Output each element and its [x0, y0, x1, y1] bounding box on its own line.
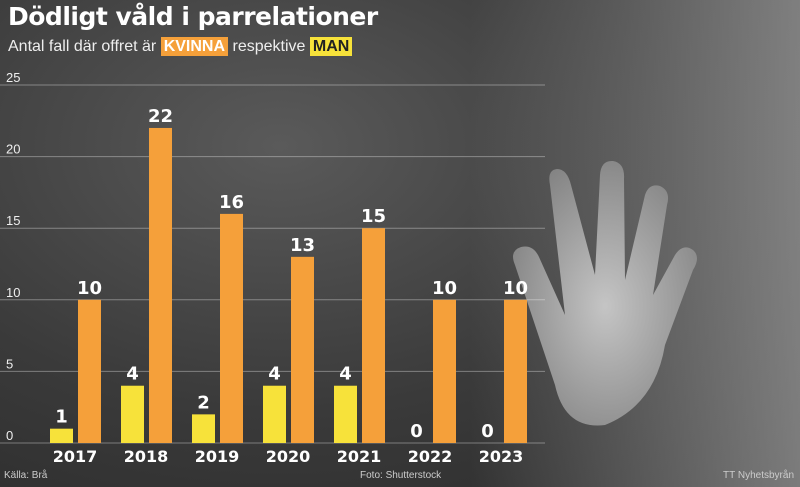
- y-tick-label: 20: [6, 142, 20, 157]
- legend-man: MAN: [309, 37, 353, 56]
- y-tick-label: 0: [6, 428, 13, 443]
- x-tick-label: 2017: [53, 447, 98, 466]
- chart-title: Dödligt våld i parrelationer: [8, 2, 378, 31]
- y-tick-label: 5: [6, 356, 13, 371]
- bar: [149, 127, 172, 444]
- bar: [263, 385, 286, 443]
- x-tick-label: 2020: [266, 447, 311, 466]
- x-tick-label: 2023: [479, 447, 524, 466]
- bar: [50, 428, 73, 443]
- photo-credit: Foto: Shutterstock: [360, 470, 442, 481]
- data-label: 10: [432, 278, 457, 299]
- legend-woman: KVINNA: [160, 37, 229, 56]
- data-label: 0: [410, 421, 423, 442]
- y-tick-label: 25: [6, 70, 20, 85]
- bar: [121, 385, 144, 443]
- y-tick-label: 10: [6, 285, 20, 300]
- data-label: 22: [148, 106, 173, 127]
- data-label: 13: [290, 235, 315, 256]
- hand-photo: [513, 160, 697, 426]
- bar: [192, 414, 215, 443]
- data-label: 10: [77, 278, 102, 299]
- subtitle-middle: respektive: [232, 38, 306, 55]
- data-label: 1: [55, 407, 68, 428]
- data-label: 0: [481, 421, 494, 442]
- bar: [291, 256, 314, 443]
- data-label: 4: [126, 364, 139, 385]
- bar: [362, 228, 385, 443]
- x-tick-label: 2018: [124, 447, 169, 466]
- data-label: 15: [361, 206, 386, 227]
- bar: [334, 385, 357, 443]
- x-tick-label: 2019: [195, 447, 240, 466]
- data-label: 10: [503, 278, 528, 299]
- bar: [504, 299, 527, 443]
- source-note: Källa: Brå: [4, 470, 48, 481]
- data-label: 4: [339, 364, 352, 385]
- bar: [433, 299, 456, 443]
- subtitle-prefix: Antal fall där offret är: [8, 38, 157, 55]
- y-tick-label: 15: [6, 213, 20, 228]
- bar: [78, 299, 101, 443]
- data-label: 16: [219, 192, 244, 213]
- agency-credit: TT Nyhetsbyrån: [723, 470, 794, 481]
- x-tick-label: 2021: [337, 447, 382, 466]
- data-label: 4: [268, 364, 281, 385]
- data-label: 2: [197, 392, 210, 413]
- bar: [220, 213, 243, 443]
- chart-subtitle: Antal fall där offret är KVINNA respekti…: [8, 37, 353, 56]
- x-tick-label: 2022: [408, 447, 453, 466]
